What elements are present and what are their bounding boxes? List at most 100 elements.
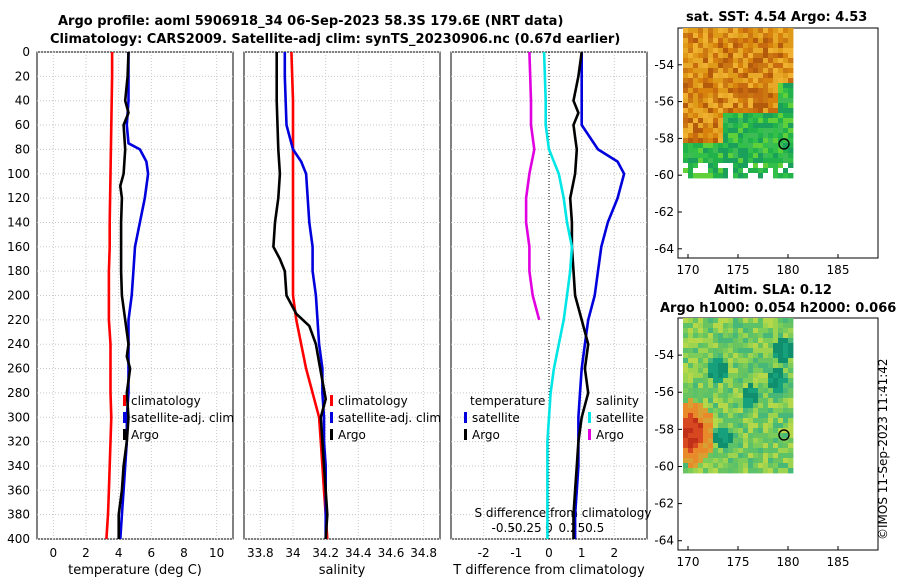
- sst_map-cell: [728, 58, 734, 64]
- sla_map-cell: [778, 453, 784, 459]
- sst_map-cell: [773, 148, 779, 154]
- sst_map-cell: [733, 108, 739, 114]
- sst_map-cell: [783, 113, 789, 119]
- sst_map-cell: [748, 133, 754, 139]
- sla_map-cell: [738, 378, 744, 384]
- sla_map-cell: [728, 398, 734, 404]
- sst_map-cell: [758, 28, 764, 34]
- salinity-xtick-label: 34: [285, 546, 300, 560]
- sst_map-cell: [748, 113, 754, 119]
- sla_map-cell: [778, 343, 784, 349]
- sla_map-cell: [788, 358, 794, 364]
- sst_map-cell: [713, 53, 719, 59]
- sst_map-cell: [753, 78, 759, 84]
- sla_map-cell: [698, 403, 704, 409]
- sla_map-cell: [723, 413, 729, 419]
- sla_map-cell: [738, 363, 744, 369]
- sst_map-cell: [738, 73, 744, 79]
- sla_map-cell: [708, 338, 714, 344]
- sst_map-cell: [748, 93, 754, 99]
- sla_map-cell: [723, 468, 729, 474]
- depth-tick-label: 20: [15, 69, 30, 83]
- depth-tick-label: 240: [7, 337, 30, 351]
- sla_map-cell: [763, 463, 769, 469]
- salinity-legend-label-0: climatology: [338, 394, 408, 408]
- sla_map-cell: [783, 383, 789, 389]
- sla_map-cell: [733, 403, 739, 409]
- sst_map-cell: [738, 63, 744, 69]
- sst_map-cell: [728, 148, 734, 154]
- sla_map-cell: [723, 378, 729, 384]
- sst_map-cell: [763, 28, 769, 34]
- sst_map-cell: [708, 73, 714, 79]
- sla_map-cell: [778, 358, 784, 364]
- sst_map-cell: [778, 28, 784, 34]
- sla_map-cell: [788, 348, 794, 354]
- sla_map-cell: [723, 418, 729, 424]
- sla_map-cell: [738, 393, 744, 399]
- sst_map-cell: [753, 133, 759, 139]
- sst_map-cell: [743, 68, 749, 74]
- sst_map-cell: [733, 123, 739, 129]
- sla_map-cell: [778, 413, 784, 419]
- sst_map-cell: [788, 108, 794, 114]
- sla_map-cell: [778, 403, 784, 409]
- sla_map-cell: [738, 423, 744, 429]
- sla_map-cell: [753, 413, 759, 419]
- sst_map-cell: [718, 58, 724, 64]
- sst_map-cell: [748, 128, 754, 134]
- sst_map-cell: [763, 123, 769, 129]
- sst_map-cell: [783, 153, 789, 159]
- sla_map-cell: [718, 398, 724, 404]
- sst_map-cell: [708, 133, 714, 139]
- sst_map-cell: [683, 48, 689, 54]
- sst_map-cell: [758, 43, 764, 49]
- sla_map-cell: [748, 353, 754, 359]
- sla_map-cell: [723, 363, 729, 369]
- sst_map-cell: [733, 103, 739, 109]
- sst_map-cell: [773, 78, 779, 84]
- sst_map-cell: [683, 173, 689, 179]
- sla_map-cell: [743, 343, 749, 349]
- sla_map-cell: [768, 443, 774, 449]
- sst_map-cell: [688, 103, 694, 109]
- sst_map-cell: [743, 153, 749, 159]
- sst_map-cell: [693, 148, 699, 154]
- sst_map-cell: [783, 63, 789, 69]
- sla_map-cell: [738, 413, 744, 419]
- sla_map-cell: [758, 453, 764, 459]
- sla_map-cell: [783, 423, 789, 429]
- sla_map-cell: [773, 468, 779, 474]
- sla_map-cell: [683, 353, 689, 359]
- sla_map-cell: [718, 348, 724, 354]
- sst_map-cell: [758, 68, 764, 74]
- sla_map-cell: [753, 393, 759, 399]
- sla_map-cell: [688, 428, 694, 434]
- sst_map-cell: [703, 63, 709, 69]
- sst_map-argo-marker: [778, 138, 790, 150]
- sla_map-cell: [763, 453, 769, 459]
- sst_map-cell: [773, 53, 779, 59]
- sla_map-cell: [708, 458, 714, 464]
- salinity-series-climatology: [290, 51, 329, 540]
- sst_map-cell: [773, 153, 779, 159]
- sst_map-cell: [748, 43, 754, 49]
- sla_map-cell: [738, 443, 744, 449]
- sst_map-cell: [733, 63, 739, 69]
- sst_map-cell: [768, 138, 774, 144]
- depth-tick-label: 300: [7, 410, 30, 424]
- sla_map-cell: [718, 373, 724, 379]
- sla_map-cell: [763, 343, 769, 349]
- sst_map-cell: [683, 58, 689, 64]
- sla_map-cell: [758, 348, 764, 354]
- sla_map-cell: [728, 368, 734, 374]
- sla_map-cell: [758, 353, 764, 359]
- sst_map-cell: [688, 158, 694, 164]
- sst_map-cell: [743, 148, 749, 154]
- sla_map-cell: [733, 383, 739, 389]
- sst_map-cell: [693, 43, 699, 49]
- sla_map-cell: [683, 393, 689, 399]
- sla_map-cell: [683, 443, 689, 449]
- sst_map-cell: [743, 163, 749, 169]
- sst_map-cell: [743, 113, 749, 119]
